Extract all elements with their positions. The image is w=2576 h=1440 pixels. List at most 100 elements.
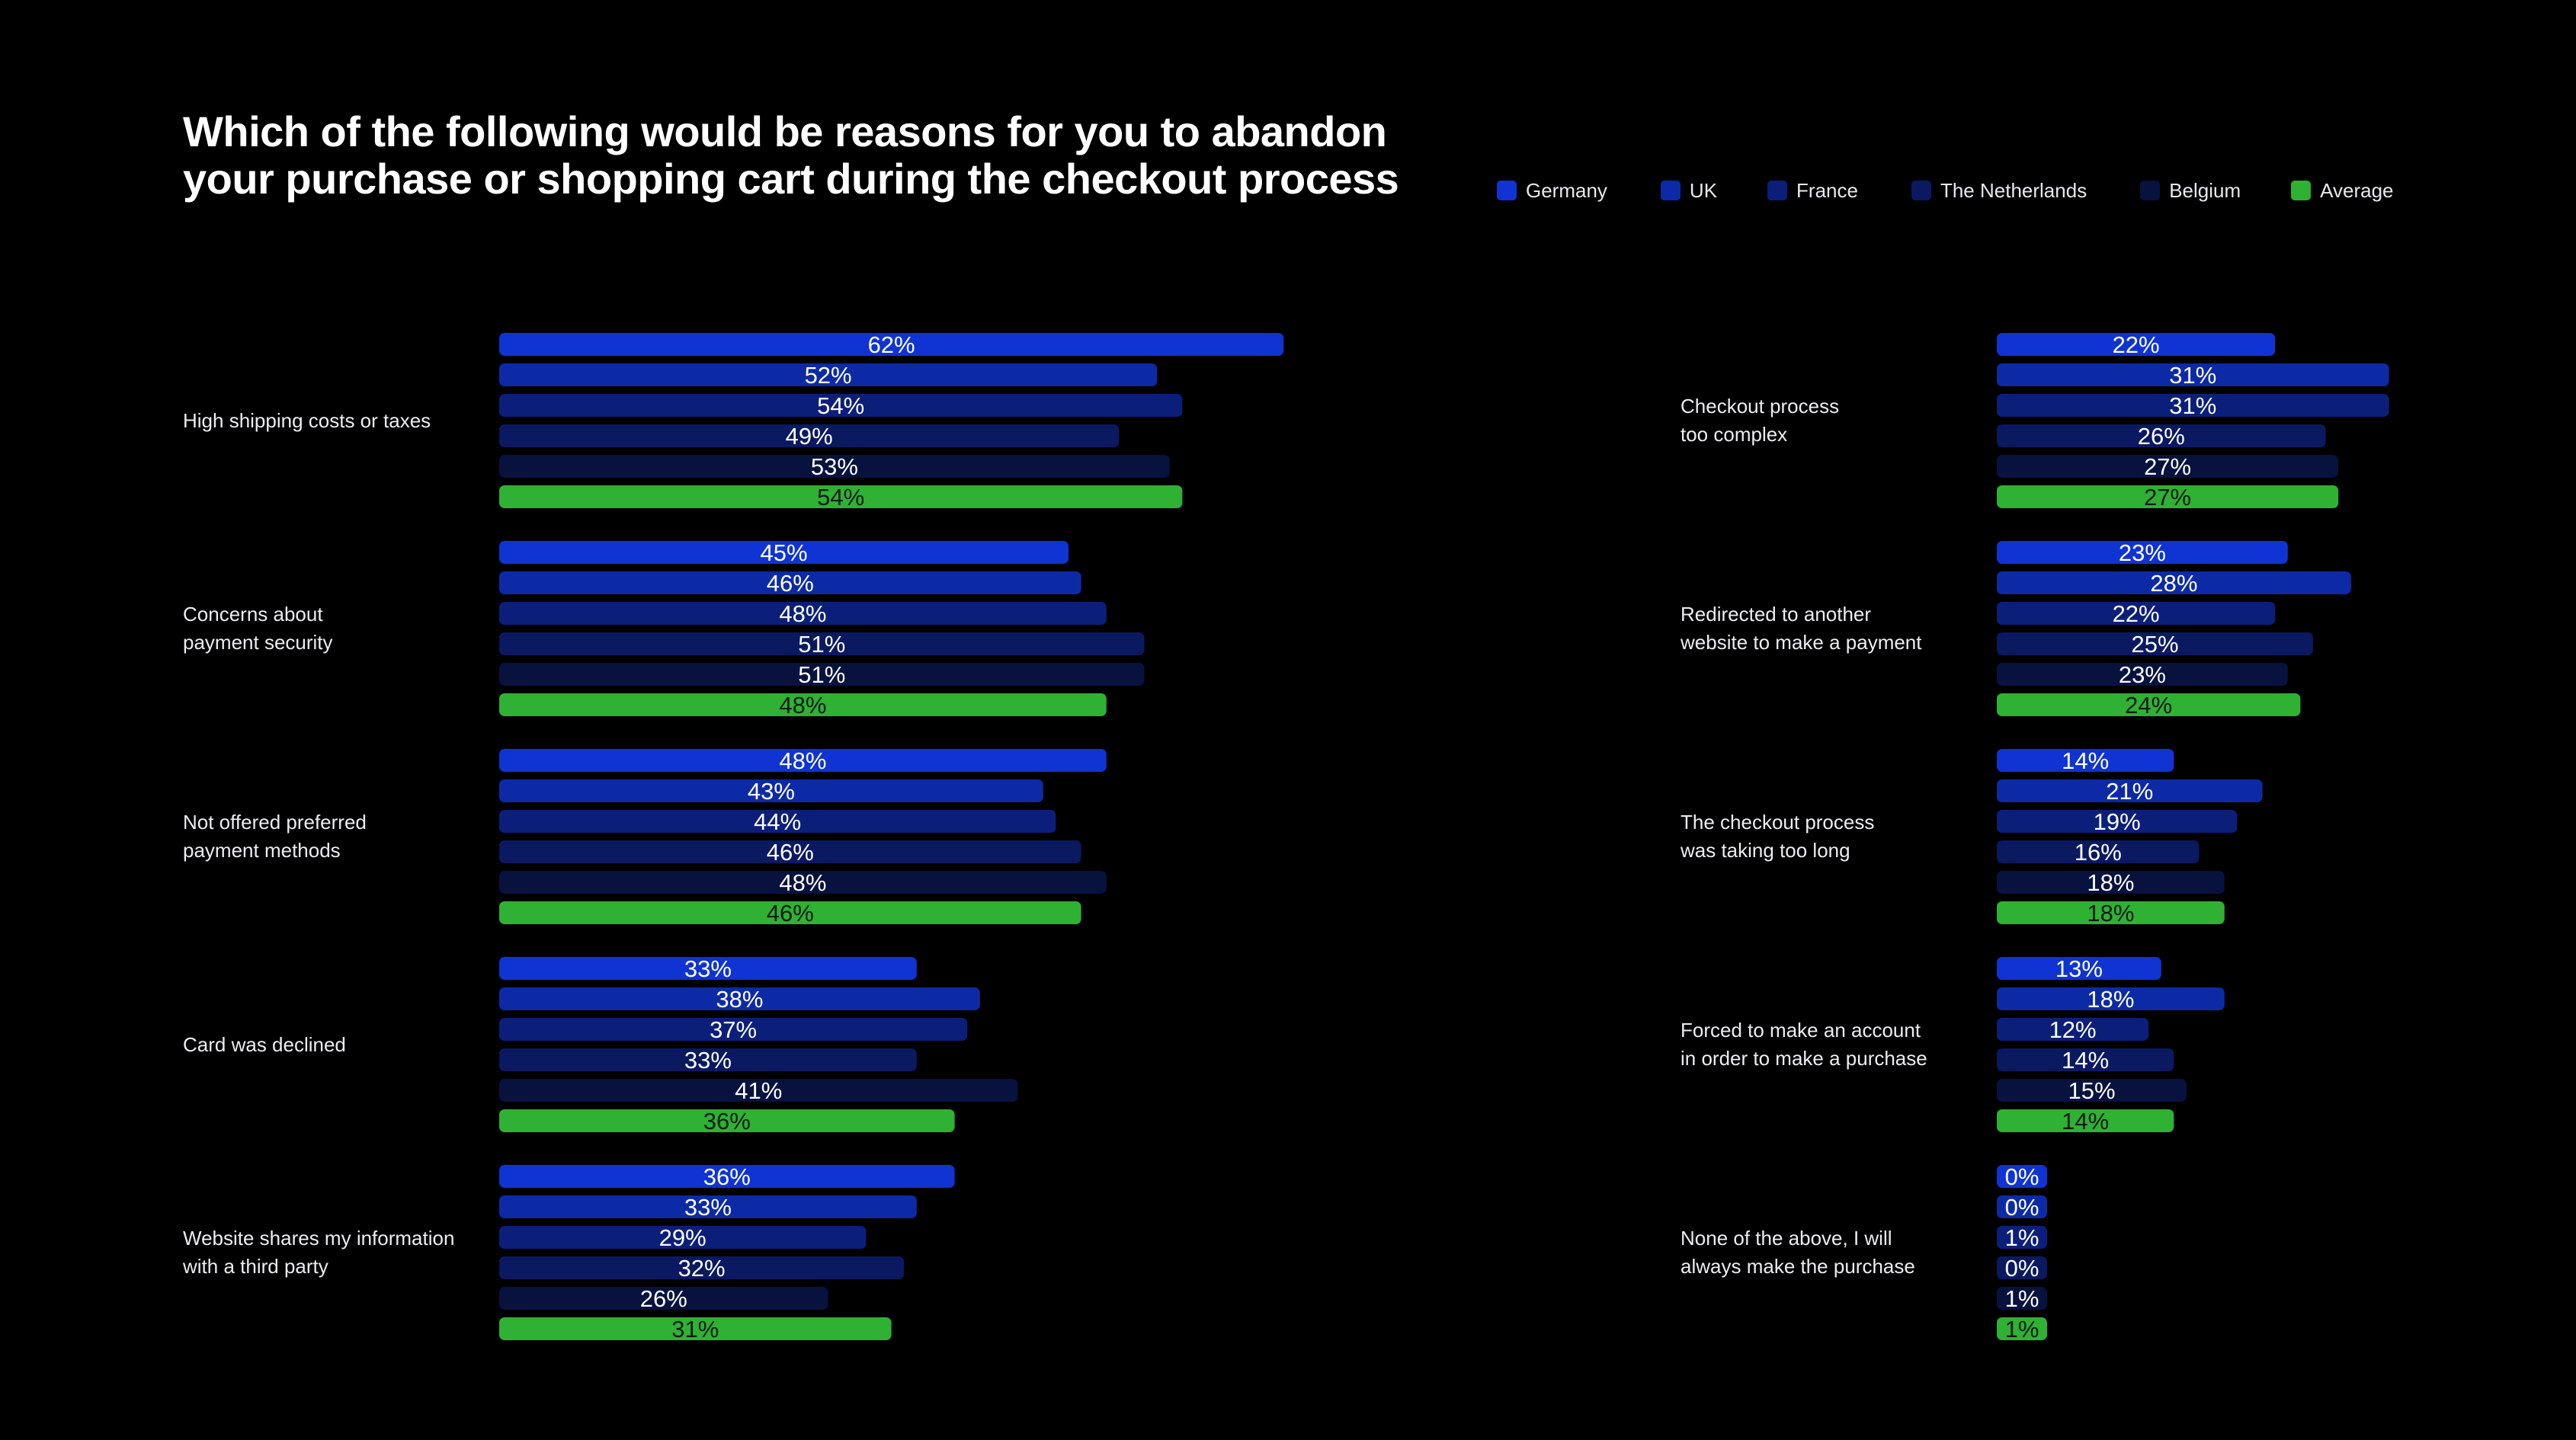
bar-the-netherlands [499,424,1120,447]
data-label: 38% [716,986,763,1013]
legend-swatch [1911,181,1931,200]
bar-the-netherlands [499,1048,917,1071]
bar-germany [499,749,1107,772]
legend-item-belgium: Belgium [2140,179,2241,203]
data-label: 48% [779,600,826,627]
bar-france [1997,1226,2047,1249]
data-label: 33% [684,1047,732,1074]
bar-belgium [499,1079,1018,1102]
data-label: 23% [2119,539,2166,566]
data-label: 37% [710,1016,757,1043]
chart-title-line-1: Which of the following would be reasons … [183,107,1387,155]
category-label: Redirected to another website to make a p… [1680,600,1922,657]
category-label-line: The checkout process [1680,811,1875,834]
data-label: 46% [767,570,814,597]
bar-uk [499,363,1158,386]
bar-belgium [1997,1079,2187,1102]
data-label: 41% [735,1077,782,1104]
category-label-line: in order to make a purchase [1680,1047,1927,1070]
bar-belgium [1997,455,2339,478]
bar-germany [1997,1165,2047,1188]
bar-belgium [499,871,1107,894]
category-label-line: payment security [183,631,333,654]
bar-average [499,901,1081,924]
category-label-line: website to make a payment [1680,631,1922,654]
data-label: 51% [798,661,845,688]
legend-item-average: Average [2291,179,2394,203]
data-label: 36% [703,1163,751,1190]
data-label: 27% [2144,484,2191,510]
data-label: 12% [2049,1016,2097,1043]
data-label: 44% [754,808,801,835]
data-label: 49% [786,423,833,450]
bar-belgium [1997,1287,2047,1310]
data-label: 28% [2150,570,2197,597]
category-label-line: was taking too long [1680,839,1850,862]
data-label: 36% [703,1108,751,1134]
bar-the-netherlands [499,632,1145,655]
data-label: 54% [817,392,864,419]
legend-label: UK [1689,178,1718,202]
data-label: 31% [2169,392,2216,419]
bar-average [1997,1317,2047,1340]
category-label-line: Checkout process [1680,395,1840,418]
legend-item-france: France [1767,179,1858,203]
data-label: 32% [678,1255,726,1282]
category-label-line: Not offered preferred [183,811,367,834]
legend-item-germany: Germany [1497,179,1607,203]
bar-france [499,602,1107,625]
bar-the-netherlands [499,840,1081,863]
data-label: 14% [2062,1108,2109,1134]
legend-swatch [1767,181,1788,200]
data-label: 13% [2055,955,2103,982]
category-label-line: with a third party [183,1255,328,1278]
data-label: 54% [817,484,864,510]
category-label: Card was declined [183,1031,346,1059]
bar-uk [499,1195,917,1218]
category-label: Website shares my information with a thir… [183,1224,454,1281]
bar-belgium [499,455,1170,478]
data-label: 1% [2005,1316,2039,1342]
data-label: 26% [2138,423,2185,450]
data-label: 27% [2144,453,2191,480]
category-label-line: payment methods [183,839,341,862]
bar-france [499,394,1183,417]
category-label-line: Card was declined [183,1033,346,1056]
category-label-line: always make the purchase [1680,1255,1915,1278]
data-label: 29% [659,1224,706,1251]
data-label: 16% [2075,839,2122,866]
legend-label: Germany [1526,178,1607,202]
bar-france [499,1018,968,1041]
data-label: 15% [2068,1077,2115,1104]
bar-germany [1997,749,2174,772]
bar-france [1997,394,2389,417]
data-label: 25% [2131,631,2178,658]
bar-uk [499,779,1043,802]
data-label: 14% [2062,747,2109,774]
legend-item-uk: UK [1660,178,1718,203]
bar-germany [1997,957,2161,980]
data-label: 51% [798,631,845,658]
data-label: 14% [2062,1047,2109,1074]
data-label: 45% [760,539,807,566]
bar-uk [499,571,1081,594]
bar-the-netherlands [499,1256,905,1279]
data-label: 43% [748,778,795,805]
category-label: None of the above, I will always make the… [1680,1224,1915,1281]
data-label: 1% [2005,1285,2039,1312]
category-label: The checkout process was taking too long [1680,808,1874,865]
bar-the-netherlands [1997,1256,2047,1279]
data-label: 0% [2005,1255,2039,1282]
data-label: 62% [868,331,915,358]
bar-germany [499,333,1284,356]
bar-the-netherlands [1997,424,2326,447]
bar-uk [1997,987,2225,1010]
bar-uk [1997,779,2263,802]
data-label: 18% [2087,986,2134,1013]
data-label: 46% [767,839,814,866]
bar-average [1997,1109,2174,1132]
bar-belgium [1997,663,2288,686]
data-label: 22% [2113,331,2160,358]
data-label: 0% [2005,1163,2039,1190]
legend-label: France [1796,178,1858,202]
